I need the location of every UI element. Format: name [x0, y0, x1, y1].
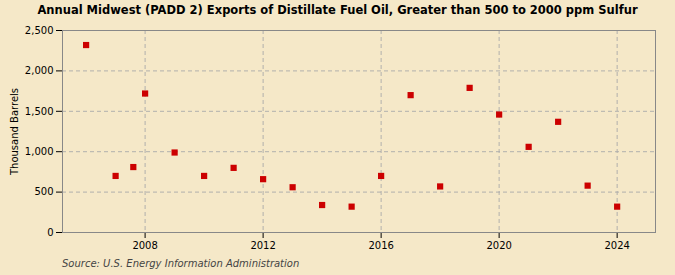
- svg-text:2012: 2012: [250, 240, 275, 251]
- svg-text:0: 0: [47, 227, 53, 238]
- svg-text:2016: 2016: [368, 240, 393, 251]
- svg-text:2008: 2008: [132, 240, 157, 251]
- svg-text:2020: 2020: [486, 240, 511, 251]
- html-text:Source: U.S. Energy Informatio: Source: U.S. Energy Information Administ…: [62, 258, 300, 269]
- svg-text:2,500: 2,500: [25, 25, 54, 36]
- html-text:Annual Midwest (PADD 2) Export: Annual Midwest (PADD 2) Exports of Disti…: [37, 3, 638, 17]
- svg-text:1,500: 1,500: [25, 106, 54, 117]
- svg-text:1,000: 1,000: [25, 146, 54, 157]
- svg-text:2,000: 2,000: [25, 65, 54, 76]
- svg-text:2024: 2024: [604, 240, 629, 251]
- svg-text:500: 500: [34, 186, 53, 197]
- svg-text:Thousand Barrels: Thousand Barrels: [9, 88, 20, 176]
